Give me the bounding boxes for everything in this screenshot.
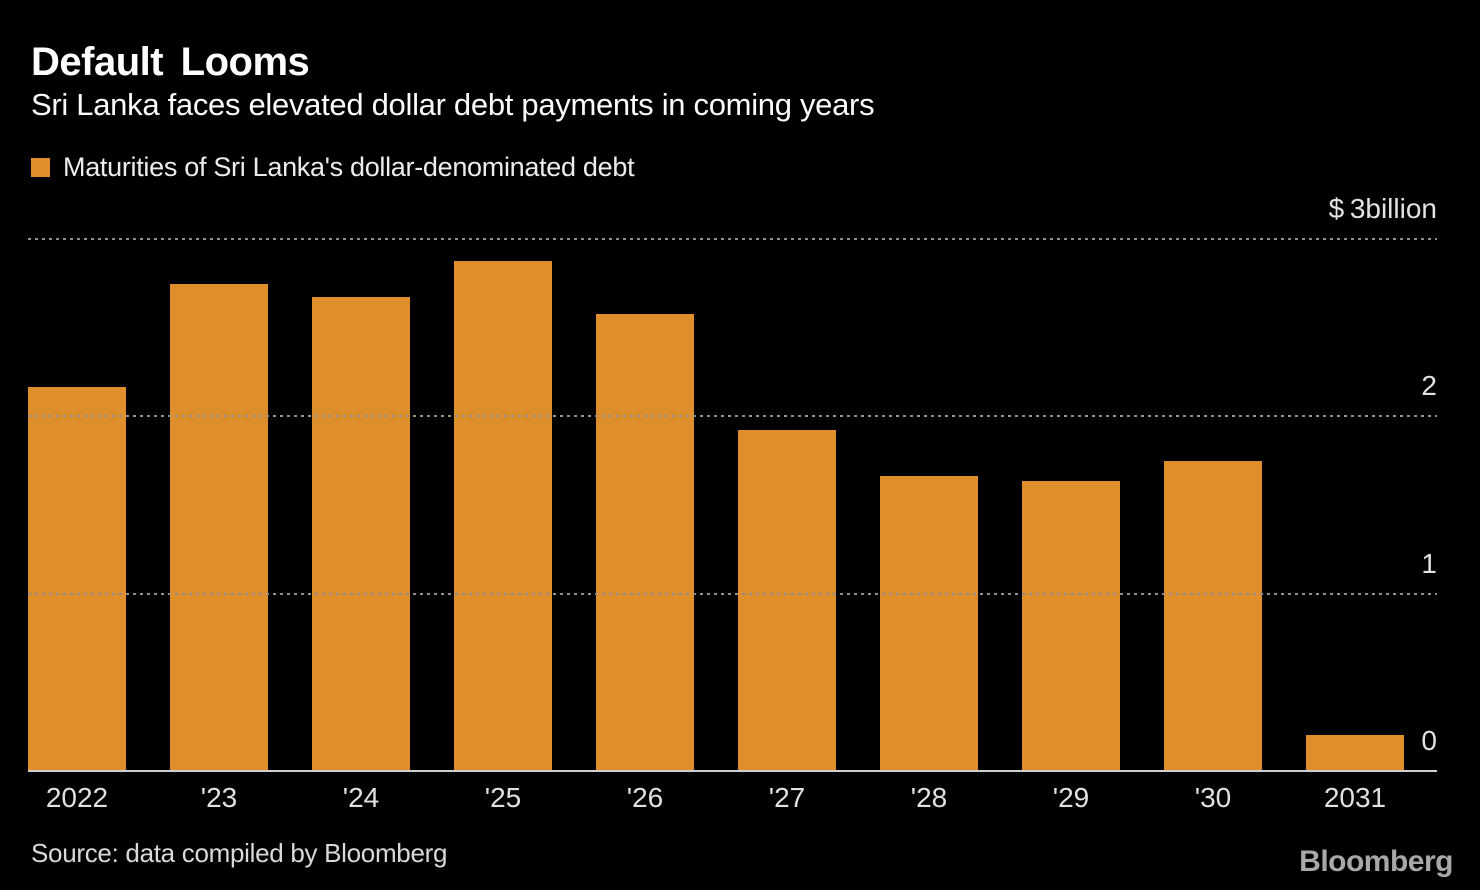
y-tick-label-0: 0 <box>1421 725 1437 756</box>
bloomberg-logo: Bloomberg <box>1299 845 1453 878</box>
x-tick-label-29: '29 <box>1052 782 1090 813</box>
legend-swatch-icon <box>31 158 50 177</box>
bar-24 <box>312 296 410 770</box>
bar-28 <box>880 475 978 770</box>
gridline-2 <box>28 415 1437 418</box>
x-tick-label-2031: 2031 <box>1323 782 1387 813</box>
x-tick-label-25: '25 <box>484 782 522 813</box>
x-tick-label-24: '24 <box>342 782 380 813</box>
y-tick-label-2: 2 <box>1421 370 1437 402</box>
x-tick-label-2022: 2022 <box>45 782 109 813</box>
legend: Maturities of Sri Lanka's dollar-denomin… <box>31 152 635 183</box>
bar-26 <box>596 314 694 770</box>
chart-subtitle: Sri Lanka faces elevated dollar debt pay… <box>31 87 875 122</box>
bar-2022 <box>28 386 126 770</box>
x-tick-label-23: '23 <box>200 782 238 813</box>
bars <box>28 238 1404 770</box>
bar-25 <box>454 261 552 770</box>
legend-label: Maturities of Sri Lanka's dollar-denomin… <box>63 152 635 182</box>
y-tick-label-3: $ 3billion <box>1328 193 1437 224</box>
bar-23 <box>170 284 268 770</box>
gridline-3 <box>28 238 1437 240</box>
source-note: Source: data compiled by Bloomberg <box>31 838 448 868</box>
x-axis-baseline <box>28 770 1437 772</box>
bar-2031 <box>1306 734 1404 770</box>
chart-title: Default Looms <box>31 40 310 84</box>
bar-30 <box>1164 461 1262 770</box>
x-axis-labels: 2022 '23 '24 '25 '26 '27 '28 '29 '30 2031 <box>28 784 1404 812</box>
plot-area: $ 3billion 2 1 0 <box>28 195 1437 772</box>
gridline-1 <box>28 592 1437 595</box>
x-tick-label-28: '28 <box>910 782 948 813</box>
bar-27 <box>738 429 836 770</box>
y-tick-label-1: 1 <box>1421 547 1437 579</box>
x-tick-label-30: '30 <box>1194 782 1232 813</box>
x-tick-label-26: '26 <box>626 782 664 813</box>
x-tick-label-27: '27 <box>768 782 806 813</box>
bar-29 <box>1022 480 1120 770</box>
